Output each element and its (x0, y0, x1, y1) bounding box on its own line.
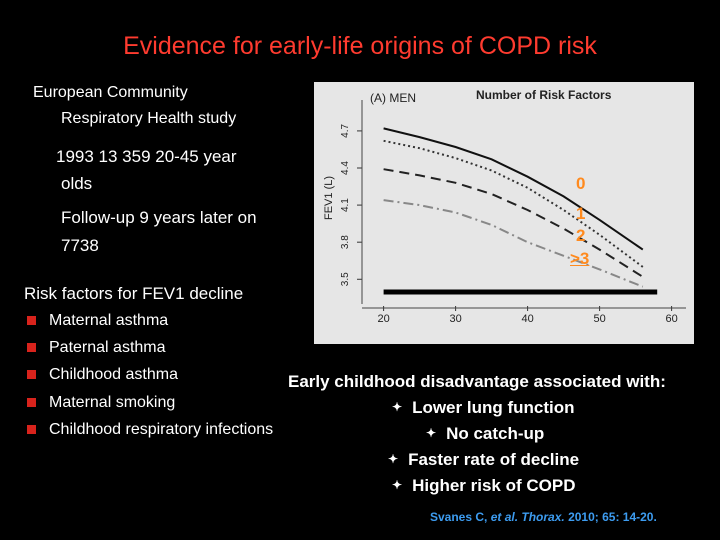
finding-item: ✦ Faster rate of decline (388, 450, 580, 469)
series-label-2: 2 (576, 226, 586, 245)
series-label-1: 1 (576, 204, 586, 223)
study-line-3: 1993 13 359 20-45 year (56, 147, 237, 166)
study-line-2: Respiratory Health study (61, 110, 237, 127)
fev1-chart: (A) MEN Number of Risk Factors FEV1 (L) 3.5… (314, 82, 694, 344)
x-tick-label: 20 (377, 313, 389, 325)
y-axis-label: FEV1 (L) (323, 176, 335, 220)
panel-label: (A) MEN (370, 91, 416, 105)
square-bullet-icon (27, 316, 36, 325)
study-line-6: 7738 (61, 236, 99, 255)
series-line-3 (383, 199, 644, 288)
x-tick-label: 50 (593, 313, 605, 325)
x-tick-label: 60 (665, 313, 677, 325)
study-line-4: olds (61, 174, 93, 193)
y-tick-label: 4.1 (340, 198, 351, 212)
series-label-3: >3 (570, 249, 590, 268)
star-bullet-icon: ✦ (426, 426, 437, 440)
series-line-0 (383, 127, 644, 251)
x-tick-label: 40 (521, 313, 533, 325)
chart-title: Number of Risk Factors (476, 88, 612, 102)
citation: Svanes C, et al. Thorax. 2010; 65: 14-20… (430, 510, 657, 524)
slide-title: Evidence for early-life origins of COPD … (123, 32, 597, 60)
x-tick-label: 30 (449, 313, 461, 325)
square-bullet-icon (27, 343, 36, 352)
star-bullet-icon: ✦ (388, 452, 399, 466)
findings-heading: Early childhood disadvantage associated … (288, 372, 666, 391)
square-bullet-icon (27, 370, 36, 379)
series-line-2 (383, 168, 644, 278)
risk-factors-heading: Risk factors for FEV1 decline (24, 284, 244, 303)
square-bullet-icon (27, 398, 36, 407)
finding-item: ✦ Higher risk of COPD (392, 476, 576, 495)
series-line-1 (383, 139, 644, 268)
y-tick-label: 3.5 (340, 272, 351, 286)
star-bullet-icon: ✦ (392, 400, 403, 414)
study-line-5: Follow-up 9 years later on (61, 208, 257, 227)
series-label-0: 0 (576, 174, 586, 193)
study-line-1: European Community (33, 84, 188, 101)
y-tick-label: 3.8 (340, 235, 351, 249)
fev1-chart-svg: (A) MEN Number of Risk Factors FEV1 (L) 3.5… (323, 88, 686, 325)
y-tick-label: 4.7 (340, 124, 351, 138)
finding-item: ✦ No catch-up (426, 424, 545, 443)
star-bullet-icon: ✦ (392, 478, 403, 492)
finding-item: ✦ Lower lung function (392, 398, 575, 417)
y-tick-label: 4.4 (340, 161, 351, 175)
square-bullet-icon (27, 425, 36, 434)
